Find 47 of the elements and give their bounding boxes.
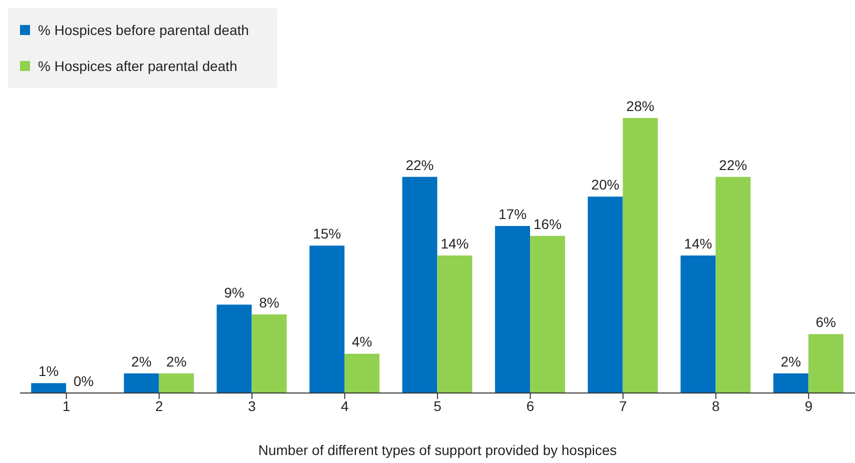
bar (252, 314, 287, 393)
data-label: 2% (166, 353, 187, 370)
data-label: 4% (352, 334, 372, 350)
data-label: 2% (131, 353, 152, 370)
bar (344, 354, 380, 393)
bar (622, 118, 658, 393)
data-label: 15% (312, 226, 341, 242)
x-tick-label: 4 (340, 398, 349, 414)
data-label: 1% (38, 363, 59, 380)
x-tick-label: 7 (619, 398, 628, 414)
x-tick-label: 9 (804, 398, 813, 414)
data-label: 22% (719, 156, 748, 173)
bar (402, 176, 438, 393)
bar (716, 176, 751, 393)
x-tick-label: 6 (526, 398, 534, 414)
bar (124, 373, 159, 393)
bar (437, 256, 472, 393)
legend-label: % Hospices after parental death (38, 58, 238, 74)
bar (309, 246, 344, 393)
data-label: 0% (74, 372, 94, 389)
bar (158, 373, 194, 393)
bar (495, 226, 530, 393)
data-label: 6% (816, 314, 836, 330)
bar (530, 236, 566, 393)
x-tick-label: 8 (712, 398, 720, 414)
data-label: 22% (406, 156, 434, 173)
bar (216, 304, 252, 393)
data-label: 28% (626, 98, 654, 114)
data-label: 14% (684, 236, 712, 252)
bar (588, 196, 623, 393)
data-label: 14% (440, 236, 469, 252)
x-axis-title: Number of different types of support provided by hospices (258, 442, 617, 458)
x-tick-label: 3 (248, 398, 256, 414)
bar (808, 334, 844, 393)
bar (680, 256, 716, 393)
x-tick-label: 1 (62, 398, 70, 414)
x-tick-label: 2 (155, 398, 164, 414)
data-label: 20% (591, 176, 620, 193)
data-label: 8% (259, 294, 280, 310)
bar (31, 383, 66, 393)
legend-label: % Hospices before parental death (38, 22, 249, 38)
x-tick-label: 5 (434, 398, 442, 414)
data-label: 17% (498, 206, 527, 222)
bar (773, 373, 808, 393)
data-label: 9% (224, 284, 244, 301)
data-label: 16% (534, 216, 562, 232)
data-label: 2% (780, 353, 801, 370)
